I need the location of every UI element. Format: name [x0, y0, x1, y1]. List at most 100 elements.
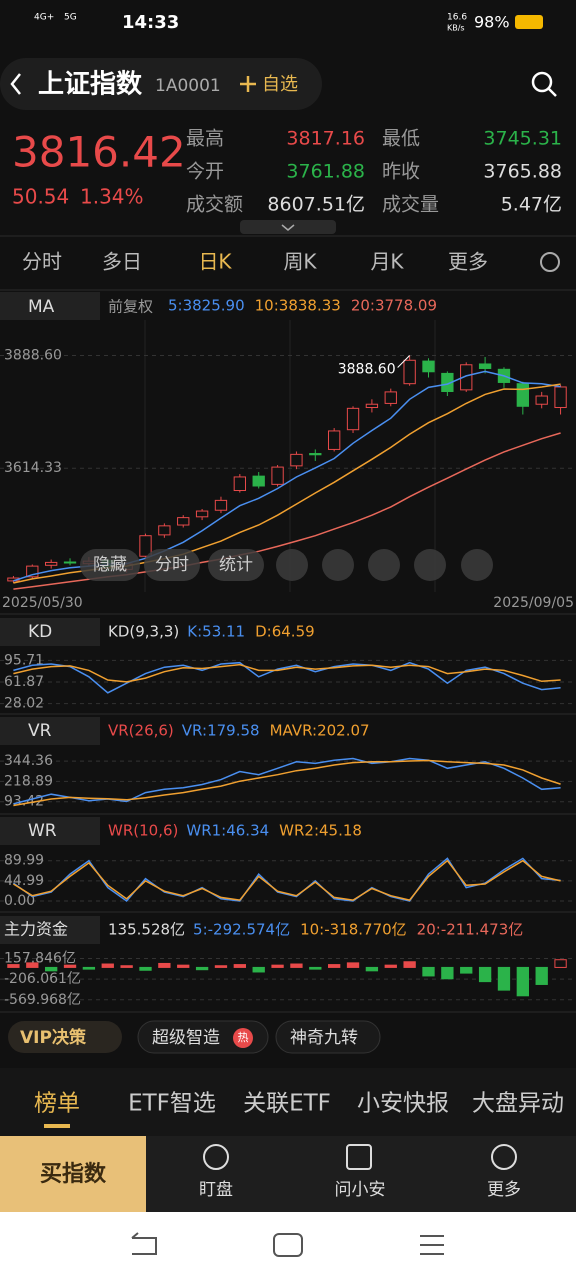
- candle-body: [26, 565, 39, 578]
- expand-handle[interactable]: [240, 220, 336, 234]
- settings-icon[interactable]: [540, 252, 560, 272]
- indicator-select[interactable]: [0, 717, 100, 745]
- expand-arrow: [281, 224, 295, 231]
- x-label: 2025/05/30: [2, 595, 83, 611]
- y-tick-label: 61.87: [4, 674, 44, 690]
- indicator-select[interactable]: [0, 817, 100, 845]
- battery-icon: [515, 15, 543, 29]
- nav-home[interactable]: [273, 1233, 303, 1257]
- search-icon[interactable]: [531, 71, 553, 93]
- buy-button[interactable]: [0, 1136, 146, 1212]
- max-label: 3888.60: [338, 361, 396, 377]
- fund-bar: [384, 964, 397, 968]
- buy-button-text: 买指数: [40, 1161, 107, 1187]
- candle-body: [214, 499, 228, 511]
- price: 3816.42: [12, 128, 186, 177]
- chip[interactable]: [275, 1020, 381, 1054]
- legend-entry: 5:-292.574亿: [193, 921, 290, 939]
- status-net: 5G: [64, 13, 77, 23]
- bottom-tab[interactable]: 小安快报: [357, 1091, 449, 1117]
- overlay-icon-button[interactable]: [276, 549, 308, 581]
- chip[interactable]: [137, 1020, 269, 1054]
- vip-chip[interactable]: [8, 1021, 122, 1053]
- fund-bar: [365, 966, 379, 972]
- candle-body: [63, 561, 77, 564]
- bottom-tab[interactable]: 榜单: [34, 1091, 80, 1117]
- max-pointer: [397, 355, 410, 368]
- fund-bar: [139, 966, 152, 971]
- stat-label: 成交量: [382, 194, 439, 216]
- tab[interactable]: 多日: [102, 250, 142, 274]
- tab[interactable]: 周K: [283, 250, 317, 274]
- candle-body: [460, 364, 473, 391]
- bottom-tab[interactable]: 关联ETF: [243, 1091, 331, 1117]
- overlay-button[interactable]: [208, 549, 264, 581]
- nav-menu[interactable]: [420, 1235, 444, 1255]
- legend-entry: 20:-211.473亿: [417, 921, 524, 939]
- overlay-icon-button[interactable]: [368, 549, 400, 581]
- stat-value: 3765.88: [483, 161, 562, 183]
- tab-underline: [44, 1124, 70, 1128]
- adjust-mode[interactable]: 前复权: [108, 298, 153, 316]
- watch-icon: [203, 1144, 229, 1170]
- overlay-button-text: 分时: [155, 555, 189, 575]
- y-tick-label: 157.846亿: [4, 950, 76, 966]
- fund-bar: [516, 966, 529, 997]
- watch-button[interactable]: 自选: [262, 74, 298, 95]
- fund-bar: [403, 961, 416, 968]
- overlay-button-text: 统计: [219, 555, 253, 575]
- bottom-tab[interactable]: ETF智选: [128, 1091, 216, 1117]
- y-tick-label: -206.061亿: [4, 971, 81, 987]
- candle-body: [554, 386, 567, 409]
- series-line: [13, 759, 561, 807]
- nav-bar: [0, 1212, 576, 1280]
- indicator-select[interactable]: [0, 618, 100, 646]
- fund-bar: [309, 966, 322, 970]
- candle-body: [139, 535, 152, 557]
- overlay-button[interactable]: [80, 549, 140, 581]
- stat-label: 成交额: [186, 194, 243, 216]
- fund-bar: [328, 964, 341, 968]
- overlay-icon-button[interactable]: [322, 549, 354, 581]
- fund-bar: [290, 963, 303, 968]
- y-tick-label: 89.99: [4, 853, 44, 869]
- tab[interactable]: 月K: [370, 250, 404, 274]
- bottom-tabs: 榜单 ETF智选 关联ETF 小安快报 大盘异动: [34, 1091, 564, 1117]
- candle-body: [535, 395, 548, 405]
- status-time: 14:33: [122, 12, 179, 33]
- series-line: [12, 857, 561, 903]
- indicator-select[interactable]: [0, 916, 100, 944]
- tab[interactable]: 更多: [448, 250, 488, 274]
- candle-body: [516, 383, 529, 407]
- search-icon: [548, 88, 557, 97]
- action-item[interactable]: 问小安: [335, 1180, 386, 1200]
- action-item[interactable]: 更多: [487, 1180, 521, 1200]
- candle-body: [45, 561, 58, 566]
- indicator-params: WR(10,6): [108, 822, 178, 840]
- back-button[interactable]: [10, 73, 21, 95]
- indicator-name: WR: [28, 821, 57, 841]
- tab[interactable]: 日K: [198, 250, 232, 274]
- action-item[interactable]: 盯盘: [199, 1180, 233, 1200]
- nav-back[interactable]: [131, 1232, 157, 1255]
- candle-body: [346, 407, 360, 431]
- candle-body: [290, 453, 303, 467]
- indicator-name: MA: [28, 297, 55, 317]
- fund-bar: [101, 963, 114, 968]
- fund-bar: [535, 966, 548, 985]
- plus-icon: [240, 76, 256, 92]
- y-tick-label: 44.99: [4, 873, 44, 889]
- vip-chip-text: VIP决策: [20, 1027, 87, 1048]
- fund-bar: [214, 965, 228, 968]
- legend-entry: WR1:46.34: [186, 822, 269, 840]
- legend-entry: 10:-318.770亿: [300, 921, 407, 939]
- overlay-button[interactable]: [144, 549, 200, 581]
- indicator-select[interactable]: [0, 292, 100, 320]
- tab[interactable]: 分时: [22, 250, 62, 274]
- candle-body: [195, 510, 209, 518]
- bottom-tab[interactable]: 大盘异动: [472, 1091, 564, 1117]
- chip-text: 神奇九转: [290, 1028, 358, 1048]
- overlay-icon-button[interactable]: [461, 549, 493, 581]
- overlay-icon-button[interactable]: [414, 549, 446, 581]
